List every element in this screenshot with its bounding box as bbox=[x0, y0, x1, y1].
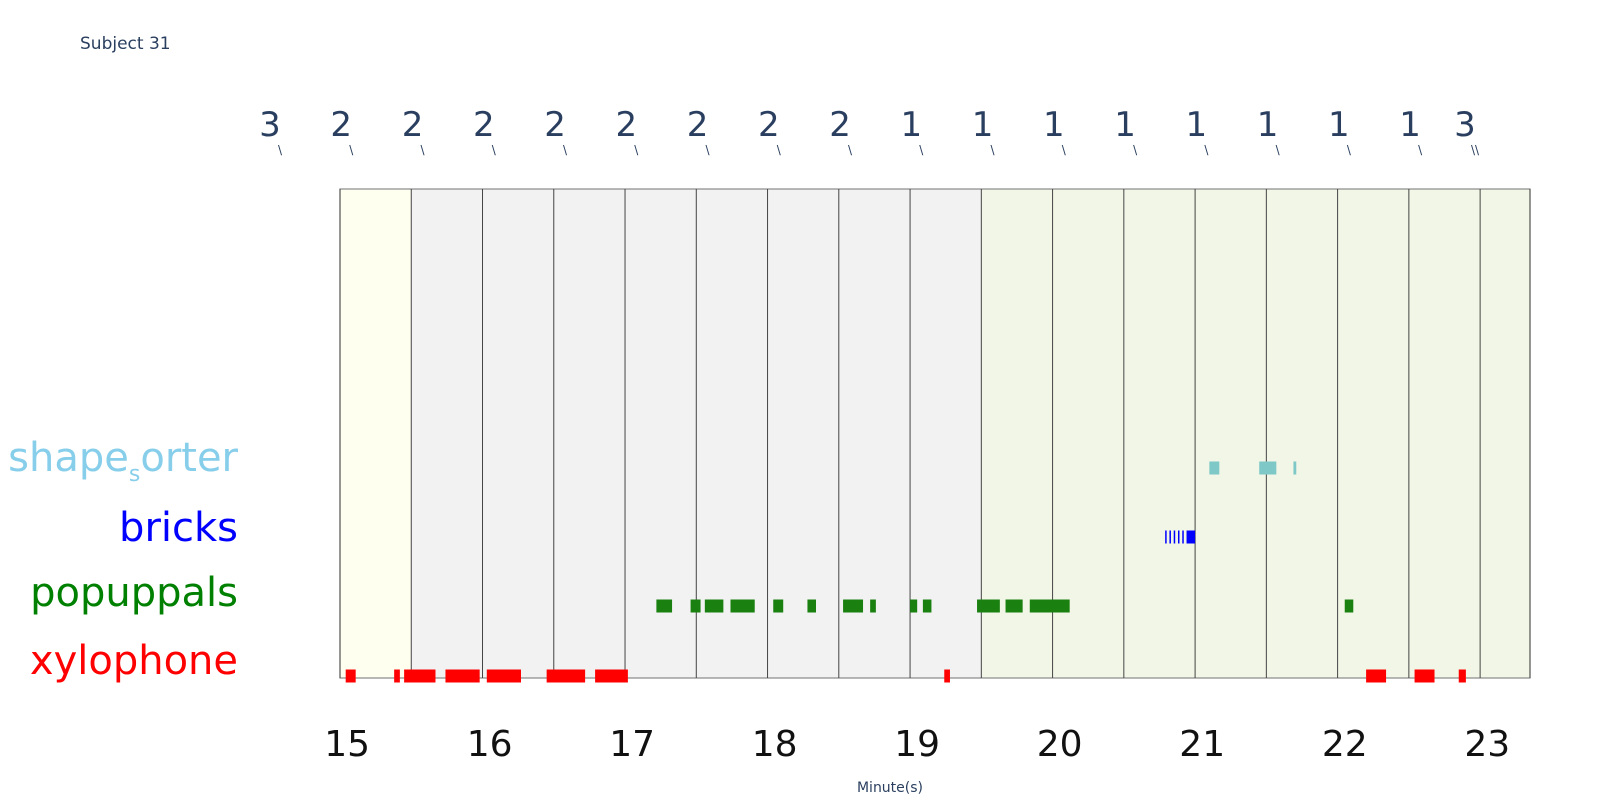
event-bar bbox=[1005, 599, 1023, 613]
top-axis-tick-label: 2 bbox=[829, 105, 851, 145]
top-axis-tick-mark: \ bbox=[1418, 143, 1423, 157]
top-axis-tick-label: 1 bbox=[1399, 105, 1421, 145]
top-axis-tick-label: 2 bbox=[687, 105, 709, 145]
top-axis-tick-label: 1 bbox=[1257, 105, 1279, 145]
top-axis-tick-label: 1 bbox=[1186, 105, 1208, 145]
x-axis-tick-label: 22 bbox=[1322, 724, 1368, 765]
event-bar bbox=[1458, 669, 1466, 683]
event-bar bbox=[730, 599, 755, 613]
event-bar bbox=[922, 599, 932, 613]
event-bar bbox=[1186, 530, 1196, 544]
event-bar bbox=[404, 669, 436, 683]
event-bar bbox=[870, 599, 876, 613]
top-axis-tick-mark: \ bbox=[1204, 143, 1209, 157]
row-label-shapesorter-part2: orter bbox=[140, 435, 238, 481]
event-bar bbox=[1173, 530, 1176, 544]
event-bar bbox=[690, 599, 701, 613]
top-axis-tick-mark: \ bbox=[919, 143, 924, 157]
event-bar bbox=[1293, 461, 1297, 475]
top-axis-tick-label: 3 bbox=[1454, 105, 1476, 145]
x-axis-tick-label: 21 bbox=[1179, 724, 1225, 765]
event-bar bbox=[486, 669, 521, 683]
row-label-bricks: bricks bbox=[119, 505, 238, 551]
top-axis-tick-mark: \ bbox=[706, 143, 711, 157]
top-axis-tick-label: 3 bbox=[259, 105, 281, 145]
event-bar bbox=[910, 599, 918, 613]
event-bar bbox=[445, 669, 480, 683]
event-bar bbox=[1414, 669, 1435, 683]
event-bar bbox=[704, 599, 724, 613]
event-bar bbox=[1209, 461, 1220, 475]
minute-gridlines bbox=[339, 188, 1531, 679]
x-axis-tick-label: 17 bbox=[609, 724, 655, 765]
event-bar bbox=[1259, 461, 1277, 475]
top-axis-tick-mark: \ bbox=[777, 143, 782, 157]
x-axis-tick-label: 20 bbox=[1037, 724, 1083, 765]
event-bar bbox=[1169, 530, 1171, 544]
event-bar bbox=[656, 599, 673, 613]
top-axis-tick-mark: \ bbox=[991, 143, 996, 157]
event-bar bbox=[1182, 530, 1184, 544]
top-axis-tick-mark: \ bbox=[278, 143, 283, 157]
event-bar bbox=[843, 599, 864, 613]
top-axis-tick-label: 2 bbox=[544, 105, 566, 145]
top-axis-tick-mark: \ bbox=[420, 143, 425, 157]
event-bar bbox=[977, 599, 1000, 613]
event-bar bbox=[1366, 669, 1387, 683]
top-axis-tick-label: 2 bbox=[758, 105, 780, 145]
x-axis-title: Minute(s) bbox=[857, 780, 923, 796]
top-axis-tick-mark: \ bbox=[1133, 143, 1138, 157]
event-bar bbox=[595, 669, 628, 683]
top-axis-tick-mark: \ bbox=[1276, 143, 1281, 157]
top-axis-tick-mark: \ bbox=[634, 143, 639, 157]
phase-band bbox=[340, 189, 412, 678]
x-axis-tick-label: 16 bbox=[467, 724, 513, 765]
event-bars bbox=[345, 461, 1466, 683]
top-axis-tick-mark: \ bbox=[1062, 143, 1067, 157]
event-bar bbox=[807, 599, 816, 613]
event-bar bbox=[1344, 599, 1354, 613]
event-bar bbox=[1165, 530, 1167, 544]
phase-band bbox=[981, 189, 1530, 678]
top-axis-tick-label: 1 bbox=[1114, 105, 1136, 145]
x-axis-tick-label: 23 bbox=[1464, 724, 1510, 765]
top-axis-tick-mark: \ bbox=[492, 143, 497, 157]
x-axis: 15 16 17 18 19 20 21 22 23 bbox=[324, 724, 1510, 765]
row-label-shapesorter-subscript: s bbox=[128, 462, 141, 487]
row-label-shapesorter: shapesorter bbox=[8, 438, 238, 486]
top-axis-tick-mark: \ bbox=[848, 143, 853, 157]
row-label-shapesorter-part1: shape bbox=[8, 435, 129, 481]
event-bar bbox=[345, 669, 356, 683]
top-axis-tick-mark: \\ bbox=[1471, 143, 1480, 157]
x-axis-tick-label: 15 bbox=[324, 724, 370, 765]
top-axis-tick-mark: \ bbox=[349, 143, 354, 157]
top-axis-tick-label: 2 bbox=[330, 105, 352, 145]
top-axis-tick-label: 1 bbox=[972, 105, 994, 145]
top-axis-tick-label: 1 bbox=[900, 105, 922, 145]
top-axis-tick-label: 1 bbox=[1043, 105, 1065, 145]
chart-title: Subject 31 bbox=[80, 34, 171, 54]
top-axis-tick-label: 2 bbox=[473, 105, 495, 145]
event-bar bbox=[944, 669, 950, 683]
x-axis-tick-label: 19 bbox=[894, 724, 940, 765]
event-bar bbox=[1177, 530, 1180, 544]
row-label-xylophone: xylophone bbox=[29, 638, 238, 684]
top-axis-tick-mark: \ bbox=[563, 143, 568, 157]
event-bar bbox=[1029, 599, 1070, 613]
top-axis-tick-mark: \ bbox=[1347, 143, 1352, 157]
event-bar bbox=[546, 669, 586, 683]
event-bar bbox=[394, 669, 400, 683]
event-bar bbox=[773, 599, 784, 613]
row-label-popuppals: popuppals bbox=[30, 570, 238, 616]
top-axis-tick-label: 2 bbox=[615, 105, 637, 145]
top-axis-tick-label: 1 bbox=[1328, 105, 1350, 145]
x-axis-tick-label: 18 bbox=[752, 724, 798, 765]
top-axis-tick-label: 2 bbox=[402, 105, 424, 145]
top-axis: 3\2\2\2\2\2\2\2\2\1\1\1\1\1\1\1\1\3\\ bbox=[259, 105, 1480, 157]
